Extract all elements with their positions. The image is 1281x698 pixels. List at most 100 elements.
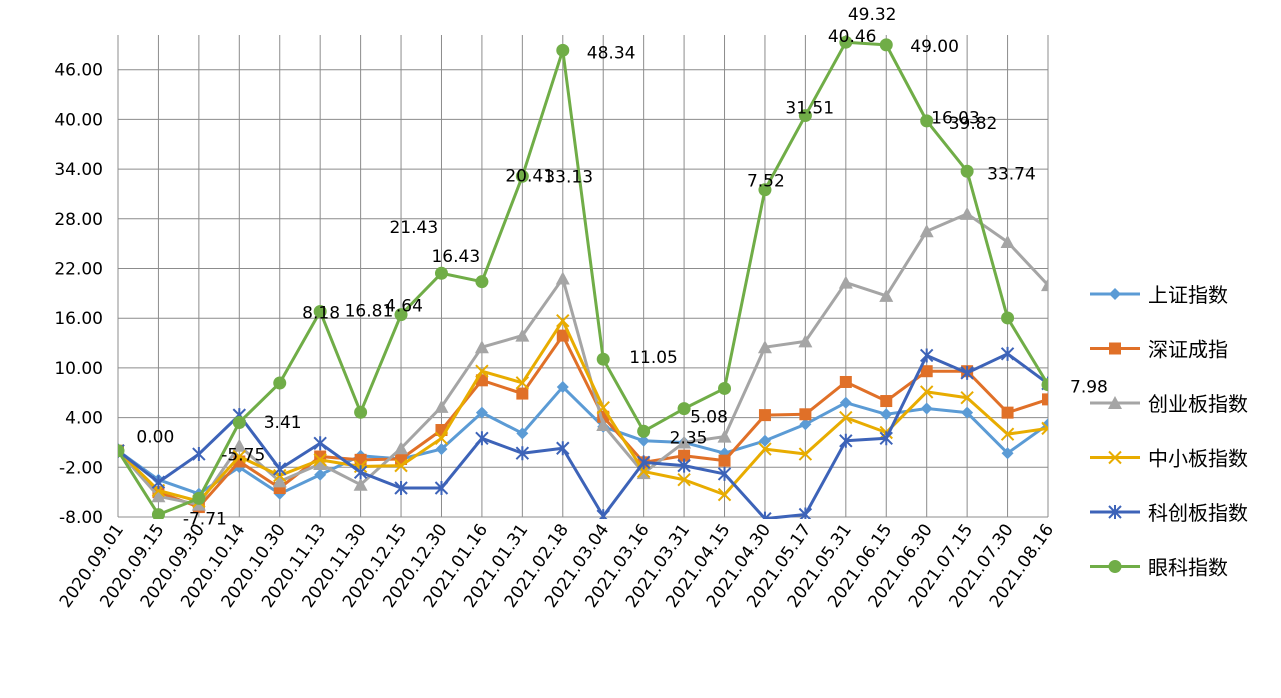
marker-diamond (475, 406, 488, 419)
marker-square (839, 375, 852, 388)
data-label: 40.46 (828, 27, 877, 47)
marker-star (758, 511, 772, 519)
marker-circle (475, 275, 489, 289)
series-line (118, 212, 1048, 507)
legend-item: 深证成指 (1090, 338, 1228, 362)
y-tick-label: 46.00 (54, 61, 103, 81)
series-lines (118, 35, 1048, 519)
marker-x (758, 442, 772, 456)
marker-triangle (757, 340, 772, 354)
marker-star (1108, 505, 1122, 519)
marker-star (475, 431, 489, 446)
marker-circle (118, 444, 125, 458)
data-label: 3.41 (264, 413, 302, 433)
marker-star (636, 455, 651, 470)
marker-x (1041, 421, 1048, 436)
data-label: 48.34 (587, 43, 636, 63)
marker-square (354, 453, 367, 466)
marker-square (1042, 393, 1048, 406)
data-label: -5.75 (221, 445, 265, 465)
marker-star (434, 481, 449, 496)
marker-circle (637, 424, 651, 438)
marker-diamond (839, 396, 852, 409)
marker-star (960, 365, 974, 380)
series-line (118, 40, 1048, 517)
marker-triangle (515, 328, 530, 342)
marker-x (960, 391, 974, 405)
series (118, 35, 1048, 519)
marker-triangle (1000, 234, 1015, 248)
y-axis-tick-labels: -8.00 -2.00 4.00 10.00 16.00 22.00 28.00 34.00 4… (54, 61, 103, 528)
marker-circle (879, 38, 893, 52)
marker-star (515, 446, 530, 461)
series-line (118, 385, 1048, 496)
data-label: 31.51 (785, 99, 834, 119)
marker-x (839, 410, 853, 425)
legend-item: 中小板指数 (1090, 447, 1248, 471)
marker-circle (596, 352, 610, 366)
marker-circle (354, 405, 368, 419)
data-label: 11.05 (629, 348, 678, 368)
marker-star (353, 465, 368, 480)
marker-square (1109, 342, 1121, 355)
marker-x (1108, 450, 1122, 465)
series-line (118, 352, 1048, 519)
marker-square (920, 365, 933, 378)
marker-star (596, 509, 610, 519)
marker-circle (960, 164, 974, 178)
marker-diamond (556, 380, 569, 393)
marker-triangle (353, 477, 368, 491)
marker-diamond (799, 418, 812, 431)
marker-circle (151, 508, 165, 519)
marker-circle (273, 376, 287, 390)
marker-x (475, 364, 489, 378)
marker-diamond (435, 443, 448, 456)
marker-star (879, 431, 893, 446)
data-label: 16.81 (345, 301, 394, 321)
marker-circle (677, 402, 691, 416)
legend-item: 科创板指数 (1090, 501, 1248, 525)
marker-triangle (555, 271, 570, 285)
data-label: 5.08 (690, 408, 728, 428)
legend-label: 深证成指 (1148, 338, 1228, 362)
marker-circle (313, 304, 327, 318)
x-axis-tick-labels: 2020.09.012020.09.152020.09.302020.10.14… (56, 520, 1058, 611)
marker-circle (1108, 560, 1122, 573)
y-tick-label: 22.00 (54, 260, 103, 280)
series-line (118, 334, 1048, 509)
marker-star (839, 433, 853, 448)
marker-x (434, 431, 449, 446)
y-tick-label: 28.00 (54, 210, 103, 230)
data-label: 33.74 (987, 164, 1036, 184)
marker-x (596, 400, 610, 415)
y-tick-label: -2.00 (59, 458, 103, 478)
marker-triangle (717, 429, 732, 443)
marker-diamond (1001, 447, 1014, 460)
data-label: 7.52 (747, 172, 785, 192)
data-label: 39.82 (949, 114, 998, 134)
data-label: 16.03 (931, 108, 980, 128)
marker-star (677, 458, 691, 473)
y-tick-label: -8.00 (59, 508, 103, 528)
legend-label: 科创板指数 (1148, 501, 1248, 525)
marker-square (678, 449, 691, 462)
marker-triangle (879, 288, 894, 302)
marker-square (1001, 406, 1014, 419)
marker-triangle (313, 456, 328, 470)
marker-circle (920, 114, 934, 128)
marker-circle (758, 183, 772, 197)
marker-x (1000, 427, 1015, 441)
marker-x (313, 453, 327, 467)
marker-star (1000, 346, 1015, 361)
marker-triangle (434, 399, 449, 413)
legend-label: 上证指数 (1148, 283, 1228, 307)
legend-item: 创业板指数 (1090, 392, 1248, 416)
data-label: 0.00 (136, 428, 174, 448)
marker-x (677, 473, 691, 487)
marker-star (192, 447, 206, 462)
marker-triangle (1108, 396, 1122, 409)
marker-star (151, 475, 166, 490)
marker-x (394, 458, 408, 473)
marker-diamond (637, 434, 650, 447)
